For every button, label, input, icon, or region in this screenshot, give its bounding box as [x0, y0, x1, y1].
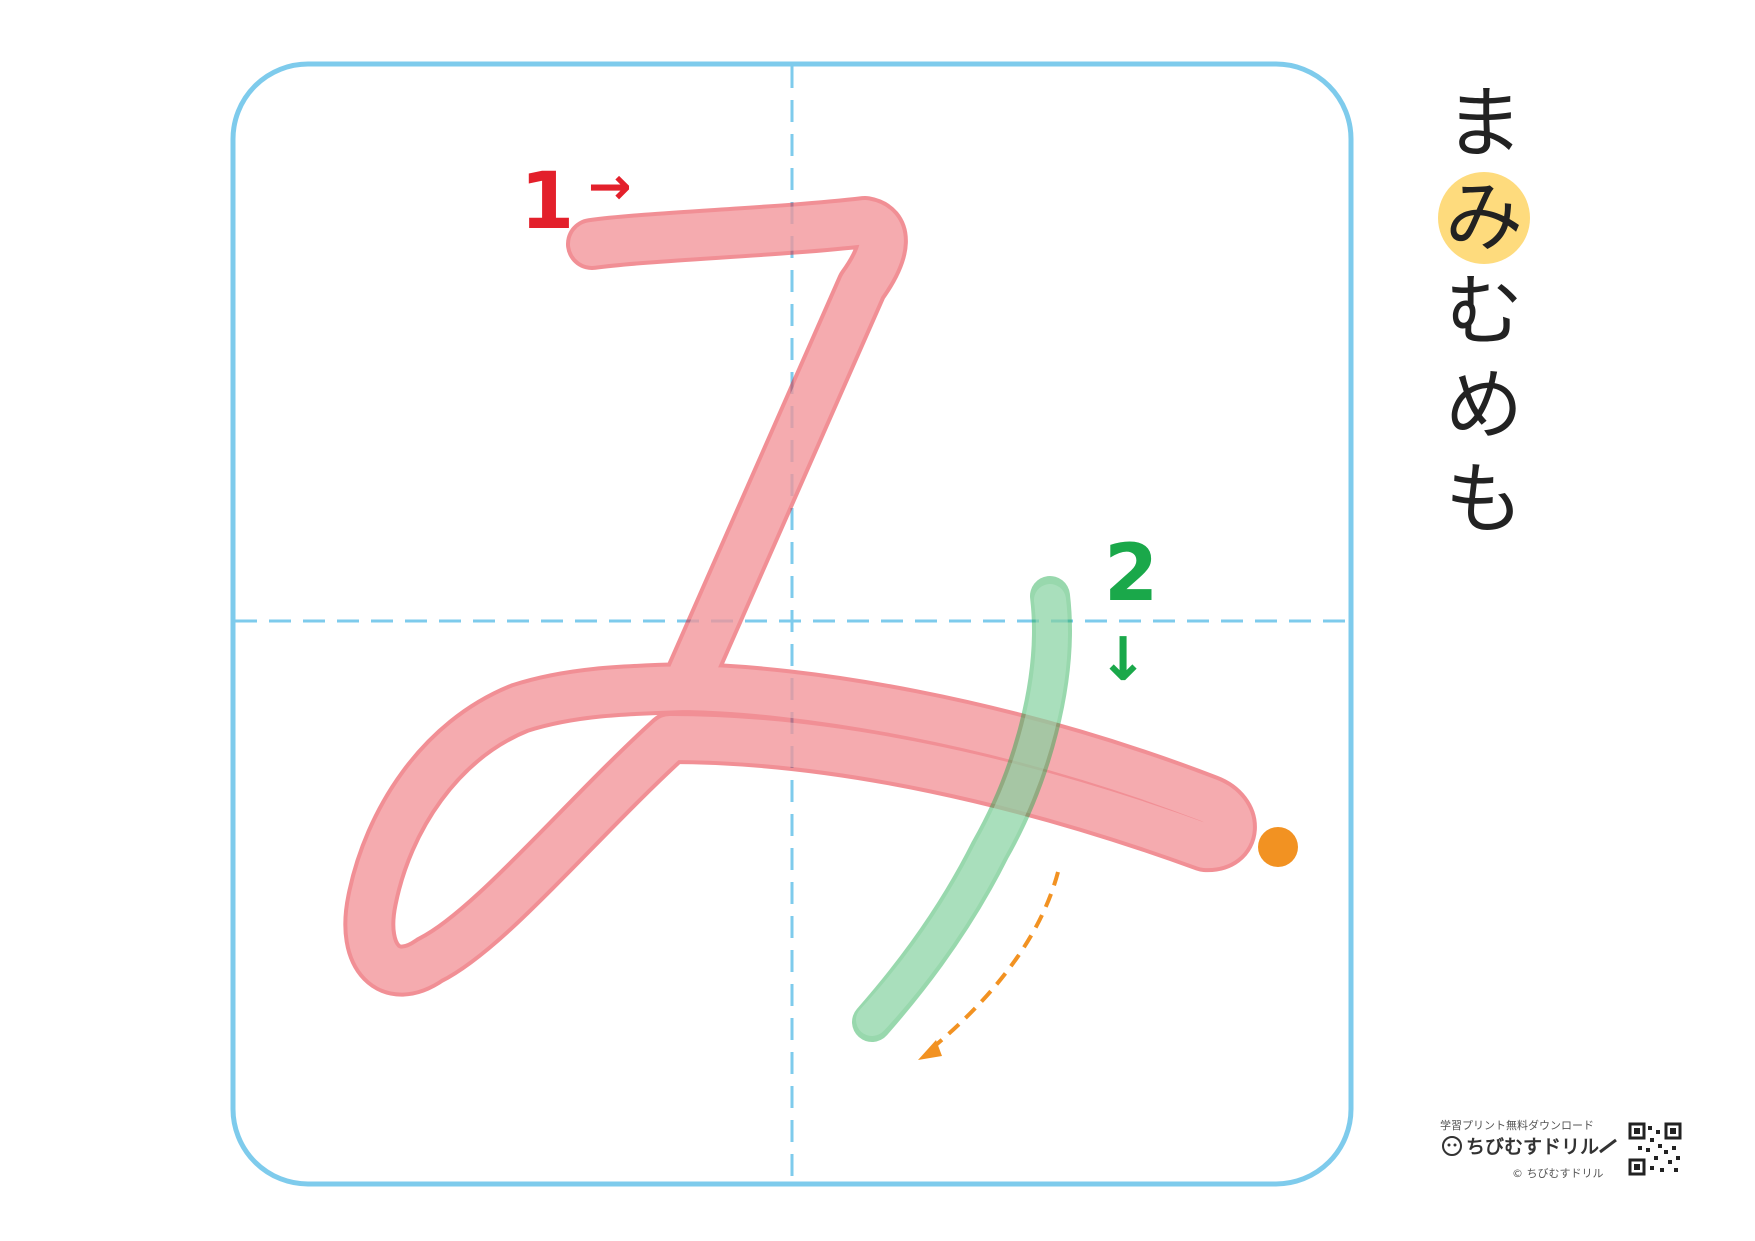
kana-mu: む: [1445, 267, 1523, 357]
kana-mo: も: [1445, 455, 1523, 545]
kana-ma: ま: [1445, 79, 1523, 169]
pencil-icon: [1599, 1138, 1617, 1154]
direction-guide-arrowhead: [918, 1040, 942, 1060]
stroke-2-number: 2: [1104, 529, 1158, 619]
stroke-2-path: [852, 576, 1072, 1042]
stroke-2-arrow: ↓: [1098, 625, 1148, 695]
qr-code: [1628, 1122, 1682, 1176]
stroke-2-inner: [856, 584, 1068, 1036]
stroke-1-outline: [347, 200, 1253, 993]
kana-mi: み: [1445, 173, 1523, 263]
stroke-1-arrow: →: [588, 157, 632, 217]
current-kana-highlight: [1438, 172, 1530, 264]
direction-guide-arrow: [928, 871, 1060, 1052]
brand-copyright: © ちびむすドリル: [1512, 1167, 1604, 1180]
kana-me: め: [1445, 361, 1523, 451]
brand-name: ちびむすドリル: [1466, 1136, 1599, 1158]
stroke-1-number: 1: [520, 157, 574, 247]
brand-tagline: 学習プリント無料ダウンロード: [1440, 1118, 1594, 1132]
mascot-icon: [1442, 1136, 1462, 1156]
end-dot: [1258, 827, 1298, 867]
